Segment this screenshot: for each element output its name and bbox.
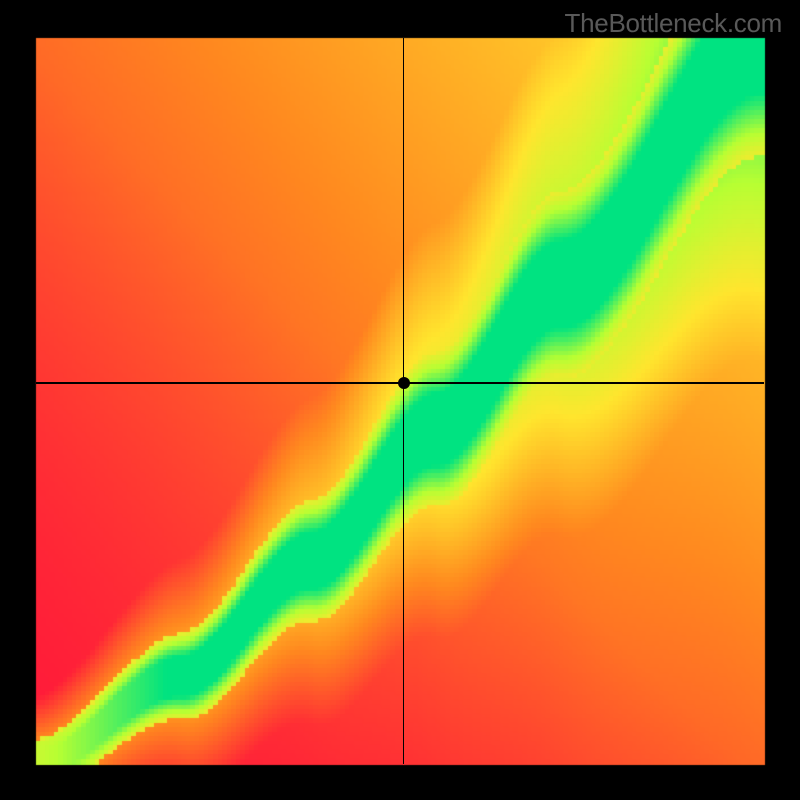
crosshair-marker (398, 377, 410, 389)
watermark-text: TheBottleneck.com (565, 8, 782, 39)
heatmap-canvas (0, 0, 800, 800)
crosshair-vertical (403, 38, 404, 764)
chart-container: { "watermark": "TheBottleneck.com", "can… (0, 0, 800, 800)
